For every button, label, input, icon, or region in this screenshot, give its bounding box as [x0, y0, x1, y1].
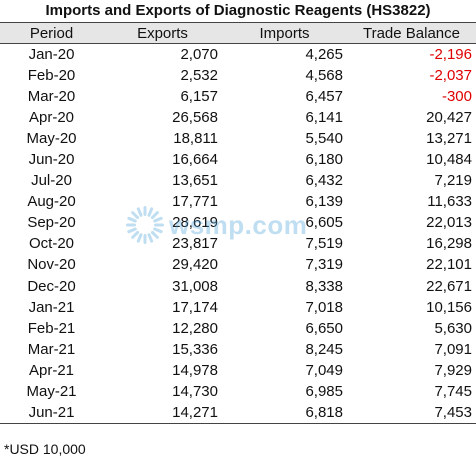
table-row: May-21 14,730 6,985 7,745	[0, 381, 476, 402]
period-cell: Apr-20	[28, 108, 75, 126]
imports-cell: 8,338	[305, 277, 343, 295]
exports-cell: 28,619	[172, 214, 218, 232]
period-cell: Aug-20	[27, 193, 76, 211]
table-row: May-20 18,811 5,540 13,271	[0, 128, 476, 149]
exports-cell: 31,008	[172, 277, 218, 295]
period-cell: Jun-20	[28, 151, 75, 169]
imports-cell: 6,650	[305, 319, 343, 337]
exports-cell: 14,730	[172, 383, 218, 401]
table-row: Apr-20 26,568 6,141 20,427	[0, 107, 476, 128]
imports-cell: 7,049	[305, 361, 343, 379]
trade-table: Period Exports Imports Trade Balance Jan…	[0, 22, 476, 424]
exports-cell: 2,532	[180, 66, 218, 84]
trade-balance-cell: 22,101	[426, 256, 472, 274]
period-cell: Apr-21	[28, 361, 75, 379]
table-title: Imports and Exports of Diagnostic Reagen…	[45, 2, 431, 19]
column-header-period: Period	[0, 22, 103, 44]
table-row: Jun-21 14,271 6,818 7,453	[0, 402, 476, 424]
imports-cell: 7,519	[305, 235, 343, 253]
trade-balance-cell: 7,453	[347, 402, 476, 424]
table-row: Oct-20 23,817 7,519 16,298	[0, 233, 476, 254]
imports-cell: 6,139	[305, 193, 343, 211]
exports-cell: 15,336	[172, 340, 218, 358]
period-cell: Mar-21	[27, 340, 76, 358]
trade-balance-cell: 7,219	[434, 172, 472, 190]
exports-cell: 17,771	[172, 193, 218, 211]
table-row: Nov-20 29,420 7,319 22,101	[0, 254, 476, 275]
exports-cell: 12,280	[172, 319, 218, 337]
period-cell: Feb-21	[27, 319, 76, 337]
table-header-row: Period Exports Imports Trade Balance	[0, 22, 476, 44]
exports-cell: 2,070	[180, 45, 218, 63]
imports-cell: 7,319	[305, 256, 343, 274]
table-row: Jul-20 13,651 6,432 7,219	[0, 170, 476, 191]
exports-cell: 16,664	[172, 151, 218, 169]
trade-balance-cell: 16,298	[426, 235, 472, 253]
imports-cell: 6,985	[305, 383, 343, 401]
trade-balance-cell: -2,196	[429, 45, 472, 63]
exports-cell: 14,271	[103, 402, 222, 424]
period-cell: Feb-20	[27, 66, 76, 84]
exports-cell: 13,651	[172, 172, 218, 190]
imports-cell: 6,141	[305, 108, 343, 126]
trade-balance-cell: 20,427	[426, 108, 472, 126]
column-header-exports: Exports	[103, 22, 222, 44]
exports-cell: 23,817	[172, 235, 218, 253]
trade-balance-cell: 11,633	[427, 193, 472, 211]
period-cell: Mar-20	[27, 87, 76, 105]
period-cell: Jan-21	[28, 298, 75, 316]
table-row: Mar-21 15,336 8,245 7,091	[0, 339, 476, 360]
trade-balance-cell: -300	[441, 87, 472, 105]
period-cell: Nov-20	[27, 256, 76, 274]
period-cell: Jul-20	[31, 172, 72, 190]
period-cell: Oct-20	[28, 235, 74, 253]
exports-cell: 6,157	[180, 87, 218, 105]
table-row: Sep-20 28,619 6,605 22,013	[0, 212, 476, 233]
table-row: Aug-20 17,771 6,139 11,633	[0, 191, 476, 212]
trade-balance-cell: -2,037	[429, 66, 472, 84]
period-cell: Dec-20	[27, 277, 76, 295]
table-row: Jan-20 2,070 4,265 -2,196	[0, 44, 476, 65]
table-body: Jan-20 2,070 4,265 -2,196 Feb-20 2,532 4,568 -2…	[0, 44, 476, 424]
imports-cell: 5,540	[305, 129, 343, 147]
imports-cell: 6,605	[305, 214, 343, 232]
imports-cell: 6,818	[222, 402, 347, 424]
period-cell: May-21	[26, 383, 77, 401]
imports-cell: 4,265	[305, 45, 343, 63]
imports-cell: 6,432	[305, 172, 343, 190]
exports-cell: 26,568	[172, 108, 218, 126]
table-row: Apr-21 14,978 7,049 7,929	[0, 360, 476, 381]
exports-cell: 14,978	[172, 361, 218, 379]
column-header-trade-balance: Trade Balance	[347, 22, 476, 44]
trade-balance-cell: 10,156	[426, 298, 472, 316]
imports-cell: 6,457	[305, 87, 343, 105]
trade-balance-cell: 22,671	[426, 277, 472, 295]
trade-balance-cell: 7,745	[434, 383, 472, 401]
exports-cell: 17,174	[172, 298, 218, 316]
exports-cell: 29,420	[172, 256, 218, 274]
period-cell: Sep-20	[27, 214, 76, 232]
table-row: Feb-20 2,532 4,568 -2,037	[0, 65, 476, 86]
imports-cell: 4,568	[305, 66, 343, 84]
trade-balance-cell: 7,929	[434, 361, 472, 379]
imports-cell: 7,018	[305, 298, 343, 316]
period-cell: May-20	[26, 129, 77, 147]
period-cell: Jan-20	[28, 45, 75, 63]
imports-cell: 6,180	[305, 151, 343, 169]
period-cell: Jun-21	[0, 402, 103, 424]
unit-note: *USD 10,000	[4, 441, 86, 457]
trade-balance-cell: 13,271	[426, 129, 472, 147]
table-row: Feb-21 12,280 6,650 5,630	[0, 318, 476, 339]
trade-balance-cell: 5,630	[434, 319, 472, 337]
exports-cell: 18,811	[173, 129, 218, 147]
trade-balance-cell: 22,013	[426, 214, 472, 232]
table-row: Jan-21 17,174 7,018 10,156	[0, 297, 476, 318]
imports-cell: 8,245	[305, 340, 343, 358]
trade-balance-cell: 10,484	[426, 151, 472, 169]
trade-balance-cell: 7,091	[434, 340, 472, 358]
table-row: Jun-20 16,664 6,180 10,484	[0, 149, 476, 170]
table-row: Dec-20 31,008 8,338 22,671	[0, 276, 476, 297]
table-row: Mar-20 6,157 6,457 -300	[0, 86, 476, 107]
column-header-imports: Imports	[222, 22, 347, 44]
